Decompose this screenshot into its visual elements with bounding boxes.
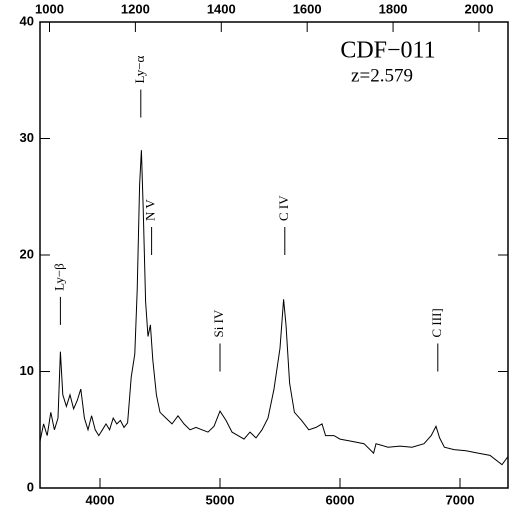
x2-tick-label: 1400	[207, 1, 236, 16]
annotation-label: Ly−α	[132, 55, 147, 83]
x2-tick-label: 1600	[293, 1, 322, 16]
x2-tick-label: 1200	[121, 1, 150, 16]
x2-tick-label: 1800	[379, 1, 408, 16]
y-tick-label: 20	[20, 246, 34, 261]
object-name: CDF−011	[340, 38, 435, 64]
y-tick-label: 30	[20, 130, 34, 145]
y-tick-label: 40	[20, 13, 34, 28]
annotation-label: C III]	[429, 308, 444, 337]
x-tick-label: 7000	[446, 492, 475, 507]
y-tick-label: 0	[27, 479, 34, 494]
x-tick-label: 6000	[326, 492, 355, 507]
annotation-label: Ly−β	[51, 263, 66, 291]
x-tick-label: 5000	[206, 492, 235, 507]
annotation-label: Si IV	[211, 309, 226, 337]
annotation-label: N V	[143, 199, 158, 221]
y-tick-label: 10	[20, 363, 34, 378]
x-tick-label: 4000	[86, 492, 115, 507]
redshift: z=2.579	[351, 65, 413, 86]
spectrum-line	[39, 150, 509, 466]
x2-tick-label: 2000	[465, 1, 494, 16]
annotation-label: C IV	[276, 195, 291, 221]
x2-tick-label: 1000	[35, 1, 64, 16]
plot-frame	[39, 21, 509, 489]
